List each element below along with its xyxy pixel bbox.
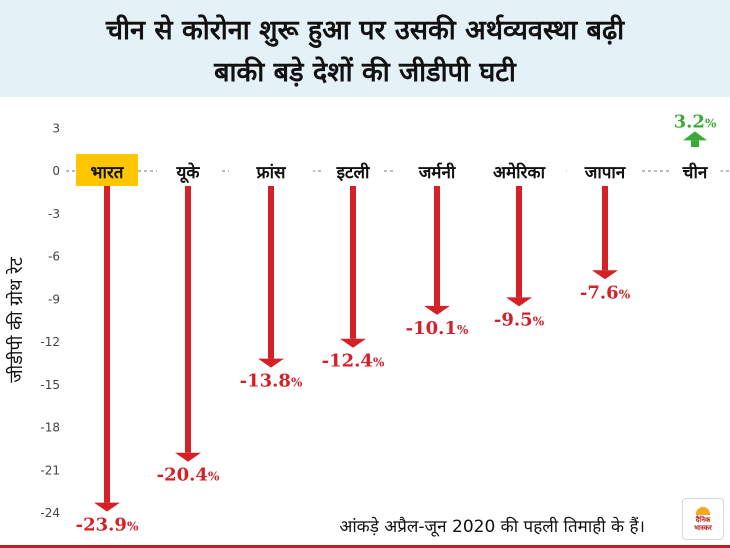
bar-group: जापान -7.6% bbox=[568, 154, 642, 303]
bar-shaft bbox=[268, 186, 274, 359]
bottom-rule bbox=[0, 545, 730, 548]
bar-shaft bbox=[104, 186, 110, 503]
value-label: -7.6% bbox=[580, 282, 631, 303]
footnote: आंकड़े अप्रैल-जून 2020 की पहली तिमाही के… bbox=[339, 517, 645, 537]
y-axis-title: जीडीपी की ग्रोथ रेट bbox=[5, 256, 27, 383]
label-bg bbox=[229, 154, 313, 186]
bars-group: भारत -23.9% यूके -20.4% फ्रांस -13.8% इटली -12.… bbox=[76, 111, 721, 536]
value-label: -9.5% bbox=[494, 309, 545, 330]
category-label: चीन bbox=[682, 162, 708, 183]
bar-arrowhead bbox=[258, 358, 284, 368]
bar-shaft bbox=[434, 186, 440, 306]
value-label: -23.9% bbox=[76, 515, 139, 536]
category-label: भारत bbox=[91, 163, 125, 183]
bar-group: भारत -23.9% bbox=[76, 154, 139, 536]
y-tick-label: -18 bbox=[40, 421, 60, 435]
y-axis: 3 0 -3 -6 -9 -12 -15 -18 -21 -24 bbox=[40, 121, 60, 520]
label-bg bbox=[322, 154, 384, 186]
category-label: जापान bbox=[584, 163, 626, 183]
y-tick-label: 3 bbox=[52, 121, 60, 135]
value-label: -13.8% bbox=[240, 371, 303, 392]
y-tick-label: -9 bbox=[48, 292, 60, 306]
sun-icon bbox=[696, 506, 710, 515]
gdp-growth-chart: 3 0 -3 -6 -9 -12 -15 -18 -21 -24 जीडीपी की ग्रोथ … bbox=[5, 111, 730, 536]
dainik-bhaskar-logo: दैनिक भास्कर bbox=[682, 498, 724, 540]
label-bg bbox=[471, 154, 567, 186]
y-tick-label: -12 bbox=[40, 335, 60, 349]
chart-title-line-1: चीन से कोरोना शुरू हुआ पर उसकी अर्थव्यवस… bbox=[105, 15, 625, 46]
bar-group: इटली -12.4% bbox=[322, 154, 385, 372]
y-tick-label: -3 bbox=[48, 207, 60, 221]
bar-arrowhead bbox=[592, 270, 618, 280]
chart-title-line-2: बाकी बड़े देशों की जीडीपी घटी bbox=[214, 57, 516, 88]
bar-group: चीन 3.2% bbox=[669, 111, 721, 186]
y-tick-label: 0 bbox=[52, 164, 60, 178]
value-label: 3.2% bbox=[674, 111, 717, 132]
y-tick-label: -21 bbox=[40, 463, 60, 477]
category-label: यूके bbox=[176, 162, 201, 184]
header-banner: चीन से कोरोना शुरू हुआ पर उसकी अर्थव्यवस… bbox=[0, 0, 730, 97]
bar-group: यूके -20.4% bbox=[157, 154, 220, 486]
value-label: -20.4% bbox=[157, 465, 220, 486]
label-bg bbox=[568, 154, 642, 186]
bar-shaft bbox=[691, 140, 699, 147]
value-label: -12.4% bbox=[322, 351, 385, 372]
category-label: जर्मनी bbox=[418, 162, 456, 183]
logo-line-2: भास्कर bbox=[694, 523, 712, 532]
bar-group: जर्मनी -10.1% bbox=[395, 154, 479, 339]
value-label: -10.1% bbox=[406, 318, 469, 339]
category-label: फ्रांस bbox=[255, 163, 287, 183]
bar-group: फ्रांस -13.8% bbox=[229, 154, 313, 392]
bar-shaft bbox=[185, 186, 191, 453]
bar-arrowhead bbox=[175, 452, 201, 462]
highlight-label-bg bbox=[76, 154, 138, 186]
bar-arrowhead bbox=[424, 305, 450, 315]
y-tick-label: -24 bbox=[40, 506, 60, 520]
label-bg bbox=[395, 154, 479, 186]
category-label: इटली bbox=[336, 162, 370, 183]
logo-line-1: दैनिक bbox=[695, 515, 711, 524]
label-bg bbox=[157, 154, 219, 186]
bar-arrowhead bbox=[506, 297, 532, 307]
bar-group: अमेरिका -9.5% bbox=[471, 154, 567, 330]
y-tick-label: -6 bbox=[48, 250, 60, 264]
bar-arrowhead bbox=[94, 502, 120, 512]
bar-arrowhead bbox=[340, 338, 366, 348]
category-label: अमेरिका bbox=[493, 162, 546, 183]
y-tick-label: -15 bbox=[40, 378, 60, 392]
label-bg bbox=[669, 154, 721, 186]
bar-shaft bbox=[602, 186, 608, 271]
bar-shaft bbox=[350, 186, 356, 339]
bar-arrowhead bbox=[683, 131, 707, 141]
bar-shaft bbox=[516, 186, 522, 298]
